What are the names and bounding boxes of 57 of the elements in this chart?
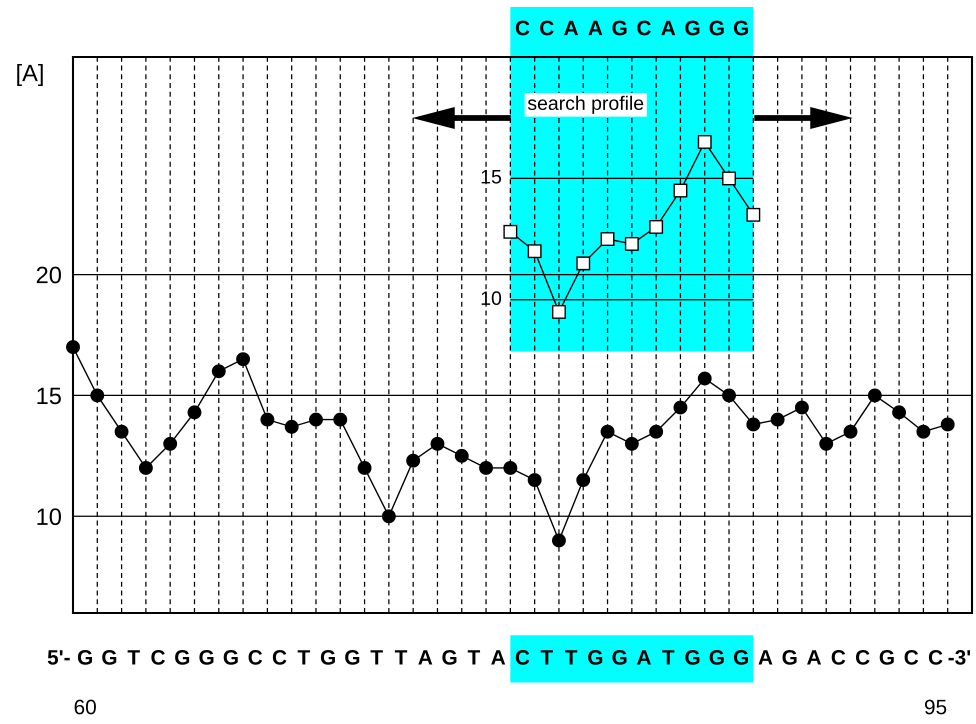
point (284, 420, 299, 434)
y-tick-label: 10 (37, 508, 61, 526)
point (406, 454, 420, 468)
point (454, 448, 469, 463)
y-tick-label: 15 (37, 388, 61, 404)
point (916, 424, 930, 439)
point (430, 436, 444, 451)
point (673, 184, 688, 198)
point (600, 232, 614, 246)
y-tick-label: 20 (36, 266, 61, 284)
point (188, 405, 202, 420)
point (794, 400, 809, 414)
point (138, 461, 153, 475)
point (552, 304, 566, 319)
point (673, 400, 688, 414)
point (819, 436, 834, 451)
point (358, 461, 372, 475)
point (770, 412, 785, 427)
x-tick-label: 95 (924, 700, 946, 714)
text: 5'- (48, 650, 70, 665)
text: -3' (948, 650, 970, 665)
point (503, 461, 518, 475)
point (528, 473, 542, 487)
point (382, 509, 396, 524)
point (212, 364, 226, 378)
point (333, 412, 348, 427)
point (260, 412, 274, 427)
point (746, 208, 760, 222)
point (698, 135, 712, 149)
point (746, 418, 760, 432)
point (576, 473, 590, 487)
point (90, 388, 104, 402)
point (576, 256, 590, 270)
point (479, 461, 493, 475)
point (844, 424, 858, 439)
point (309, 412, 323, 427)
y-axis-title: [A] (17, 64, 43, 86)
point (600, 424, 614, 439)
point (236, 352, 250, 366)
annotation: search profile (528, 96, 644, 114)
point (528, 244, 542, 258)
point (114, 424, 129, 439)
point (722, 388, 736, 402)
point (624, 436, 639, 451)
point (503, 224, 518, 239)
point (649, 220, 664, 234)
x-tick-label: 60 (74, 700, 96, 714)
point (698, 372, 712, 386)
point (624, 237, 639, 251)
point (649, 424, 664, 439)
point (66, 340, 80, 354)
point (940, 418, 955, 432)
point (163, 436, 178, 451)
point (868, 388, 882, 402)
point (722, 171, 736, 186)
point (892, 405, 906, 420)
point (552, 534, 566, 548)
